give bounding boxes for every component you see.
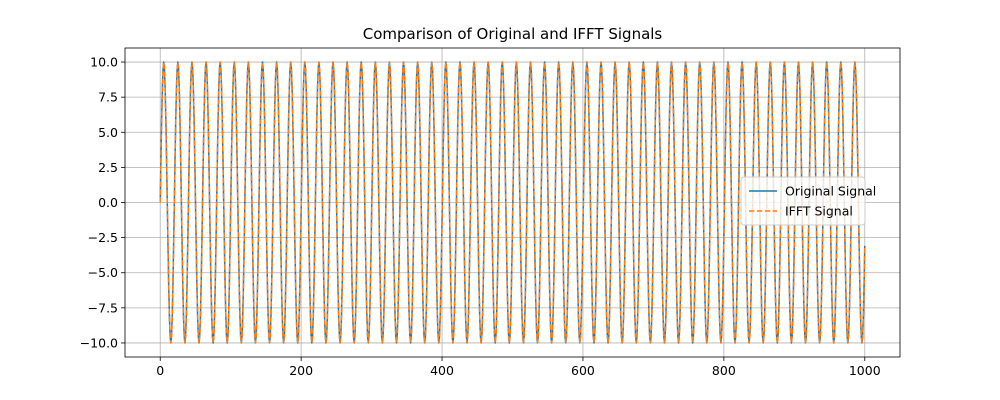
y-tick-label: 10.0 xyxy=(90,55,118,70)
x-tick-label: 800 xyxy=(712,363,736,378)
chart-title: Comparison of Original and IFFT Signals xyxy=(363,25,663,43)
axes: 0 200 400 600 800 1000 10.0 7.5 5.0 2.5 0.0 −2.5 −5.… xyxy=(80,55,881,378)
x-tick-label: 1000 xyxy=(849,363,881,378)
x-tick-label: 400 xyxy=(430,363,454,378)
series-layer xyxy=(159,61,866,344)
y-tick-label: −2.5 xyxy=(88,230,118,245)
legend-box xyxy=(740,176,866,226)
legend-label: IFFT Signal xyxy=(785,204,853,219)
legend: Original Signal IFFT Signal xyxy=(740,176,876,226)
y-tick-label: −7.5 xyxy=(88,300,118,315)
y-tick-label: 5.0 xyxy=(98,125,118,140)
series-line-ifft-signal xyxy=(159,61,866,344)
y-tick-label: 7.5 xyxy=(98,90,118,105)
y-tick-label: 0.0 xyxy=(98,195,118,210)
x-tick-label: 200 xyxy=(289,363,313,378)
x-tick-label: 600 xyxy=(571,363,595,378)
y-tick-label: 2.5 xyxy=(98,160,118,175)
legend-label: Original Signal xyxy=(785,184,876,199)
x-tick-label: 0 xyxy=(156,363,164,378)
y-tick-label: −5.0 xyxy=(88,265,118,280)
y-tick-label: −10.0 xyxy=(80,335,118,350)
